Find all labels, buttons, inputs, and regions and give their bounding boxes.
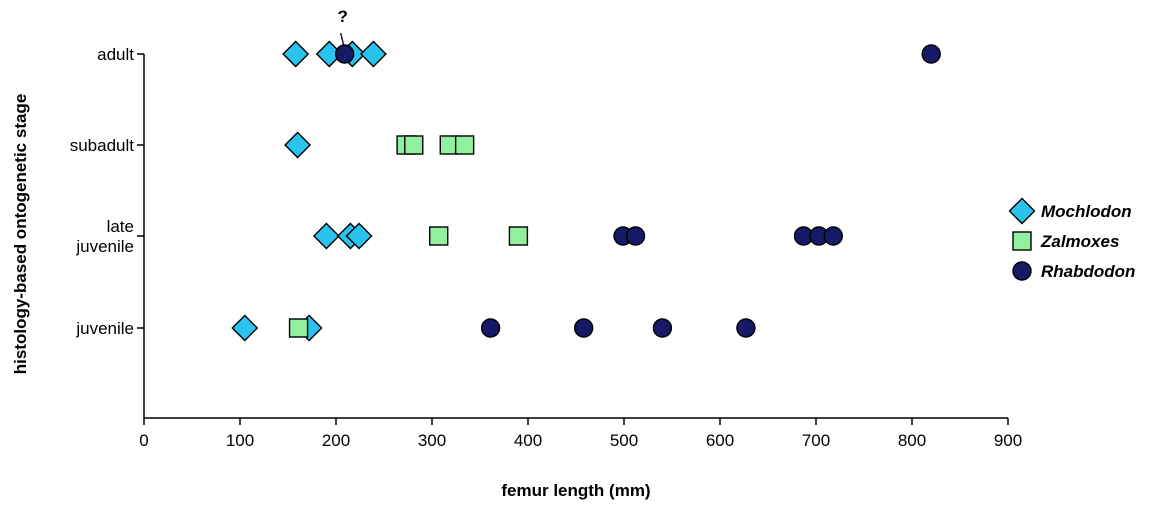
legend-label: Mochlodon [1041,202,1132,221]
annotation-question-mark: ? [337,7,347,26]
x-tick-label: 100 [226,431,254,450]
mochlodon-point [231,314,259,342]
y-tick-label: subadult [70,136,135,155]
x-tick-label: 0 [139,431,148,450]
y-tick-label: late [107,217,134,236]
zalmoxes-point [288,318,309,338]
legend-item-zalmoxes: Zalmoxes [1012,231,1119,251]
x-tick-label: 300 [418,431,446,450]
mochlodon-point [282,40,310,68]
y-tick-label: juvenile [75,237,134,256]
legend-diamond-icon [1008,197,1036,225]
legend-square-icon [1012,231,1032,251]
mochlodon-point [345,222,373,250]
x-tick-label: 500 [610,431,638,450]
axes: 0 100 200 300 400 500 600 700 800 900juvenilelate… [70,45,1022,450]
annotation-pointer [340,32,345,46]
zalmoxes-point [429,226,449,246]
rhabdodon-point [480,318,501,338]
y-axis-title: histology-based ontogenetic stage [11,94,30,375]
rhabdodon-point [921,44,941,64]
x-axis-title: femur length (mm) [501,481,650,500]
legend-circle-icon [1012,261,1032,281]
rhabdodon-point [736,318,756,338]
mochlodon-point [284,131,312,159]
legend: Mochlodon Zalmoxes Rhabdodon [1008,197,1135,281]
rhabdodon-point [573,318,594,338]
y-tick-label: adult [97,45,134,64]
series-mochlodon [231,40,387,342]
legend-label: Zalmoxes [1040,232,1119,251]
series-rhabdodon [334,44,941,338]
legend-item-rhabdodon: Rhabdodon [1012,261,1135,281]
zalmoxes-point [404,135,424,155]
mochlodon-point [359,40,387,68]
x-tick-label: 800 [898,431,926,450]
x-tick-label: 600 [706,431,734,450]
mochlodon-point [312,222,340,250]
rhabdodon-point [334,44,355,64]
annotations: ? [337,7,348,46]
rhabdodon-point [625,226,646,246]
x-tick-label: 400 [514,431,542,450]
x-tick-label: 200 [322,431,350,450]
x-tick-label: 700 [802,431,830,450]
zalmoxes-point [454,135,475,155]
legend-item-mochlodon: Mochlodon [1008,197,1132,225]
rhabdodon-point [823,226,843,246]
y-tick-label: juvenile [75,319,134,338]
data-marks [231,40,941,342]
x-tick-label: 900 [994,431,1022,450]
zalmoxes-point [508,226,529,246]
series-zalmoxes [288,135,529,338]
rhabdodon-point [652,318,673,338]
legend-label: Rhabdodon [1041,262,1135,281]
